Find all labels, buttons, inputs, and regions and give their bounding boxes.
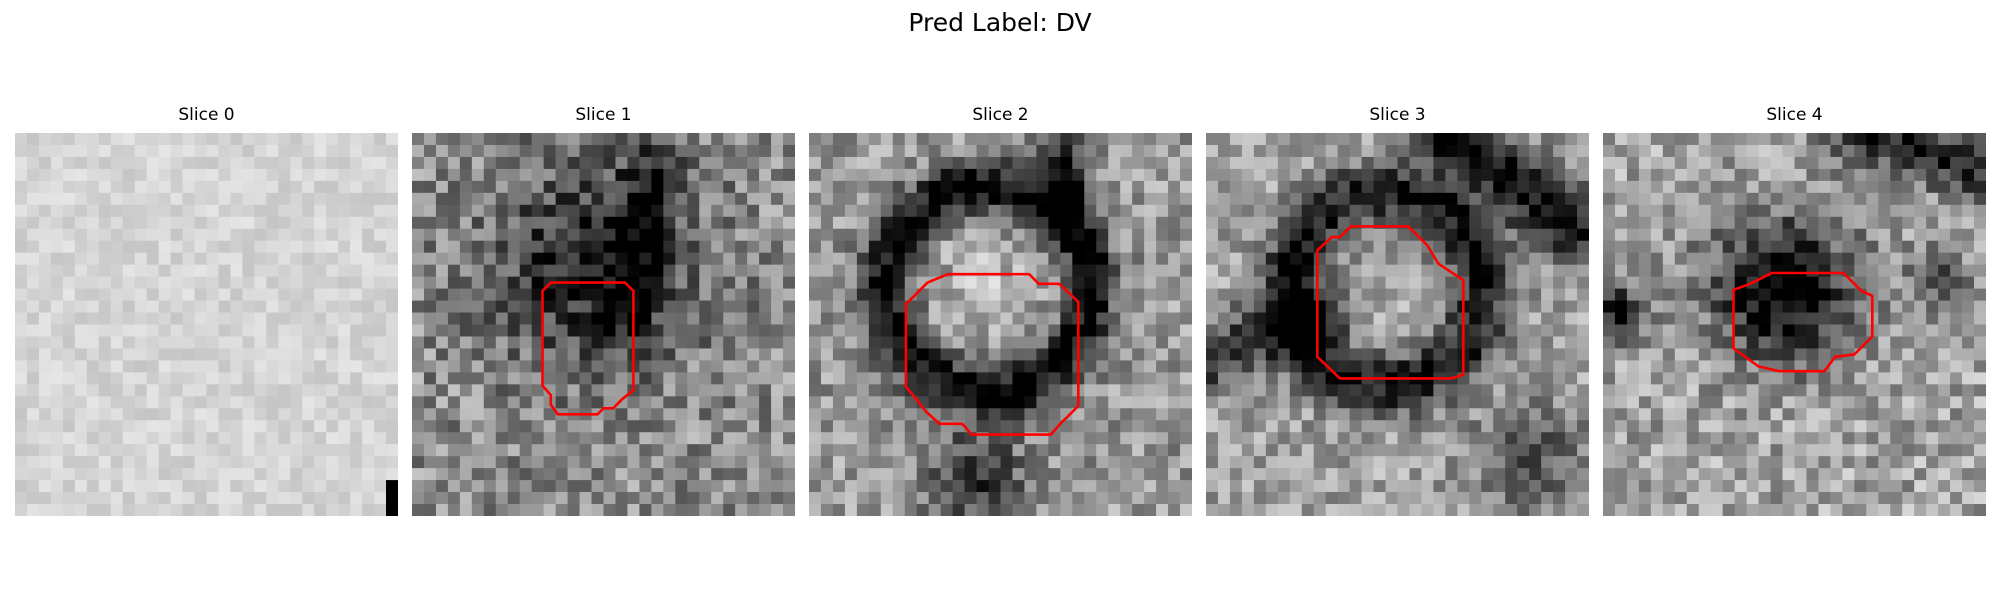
slice-image-2: [809, 133, 1192, 516]
segmentation-contour: [1316, 225, 1465, 380]
slice-image-0: [15, 133, 398, 516]
slice-panel-4: Slice 4: [1603, 105, 1986, 516]
slice-title-0: Slice 0: [178, 105, 235, 125]
segmentation-contour: [904, 272, 1080, 436]
slice-title-2: Slice 2: [972, 105, 1029, 125]
slice-title-3: Slice 3: [1369, 105, 1426, 125]
figure-title: Pred Label: DV: [908, 8, 1092, 37]
slice-panel-3: Slice 3: [1206, 105, 1589, 516]
slice-panel-2: Slice 2: [809, 105, 1192, 516]
slice-title-1: Slice 1: [575, 105, 632, 125]
segmentation-contour: [541, 281, 635, 416]
slice-panel-1: Slice 1: [412, 105, 795, 516]
segmentation-contour: [1732, 271, 1874, 373]
slice-panel-0: Slice 0: [15, 105, 398, 516]
dark-corner-mark: [386, 480, 398, 516]
slice-image-1: [412, 133, 795, 516]
slice-image-3: [1206, 133, 1589, 516]
slice-image-4: [1603, 133, 1986, 516]
slice-title-4: Slice 4: [1766, 105, 1823, 125]
